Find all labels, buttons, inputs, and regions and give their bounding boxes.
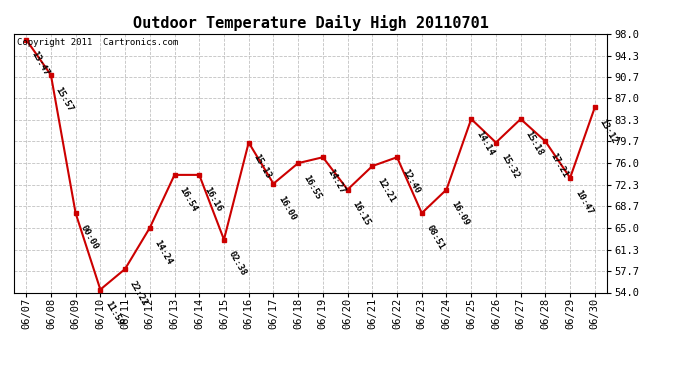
Text: 02:38: 02:38 bbox=[227, 250, 248, 278]
Text: 16:16: 16:16 bbox=[202, 185, 224, 213]
Text: 15:32: 15:32 bbox=[499, 153, 520, 181]
Text: 16:09: 16:09 bbox=[449, 200, 471, 228]
Text: 10:47: 10:47 bbox=[573, 188, 594, 216]
Text: 17:21: 17:21 bbox=[549, 152, 569, 180]
Title: Outdoor Temperature Daily High 20110701: Outdoor Temperature Daily High 20110701 bbox=[132, 15, 489, 31]
Text: 16:55: 16:55 bbox=[301, 174, 322, 201]
Text: 15:18: 15:18 bbox=[524, 129, 545, 157]
Text: 16:15: 16:15 bbox=[351, 200, 372, 228]
Text: Copyright 2011  Cartronics.com: Copyright 2011 Cartronics.com bbox=[17, 38, 178, 46]
Text: 14:24: 14:24 bbox=[152, 238, 174, 266]
Text: 15:57: 15:57 bbox=[54, 85, 75, 113]
Text: 14:14: 14:14 bbox=[474, 129, 495, 157]
Text: 16:54: 16:54 bbox=[177, 185, 199, 213]
Text: 16:00: 16:00 bbox=[277, 194, 297, 222]
Text: 14:27: 14:27 bbox=[326, 168, 347, 195]
Text: 00:00: 00:00 bbox=[79, 224, 100, 251]
Text: 11:59: 11:59 bbox=[104, 300, 124, 328]
Text: 08:51: 08:51 bbox=[425, 224, 446, 251]
Text: 12:40: 12:40 bbox=[400, 168, 421, 195]
Text: 15:13: 15:13 bbox=[252, 153, 273, 181]
Text: 22:22: 22:22 bbox=[128, 279, 149, 307]
Text: 13:47: 13:47 bbox=[29, 50, 50, 78]
Text: 12:21: 12:21 bbox=[375, 176, 397, 204]
Text: 13:12: 13:12 bbox=[598, 118, 619, 146]
